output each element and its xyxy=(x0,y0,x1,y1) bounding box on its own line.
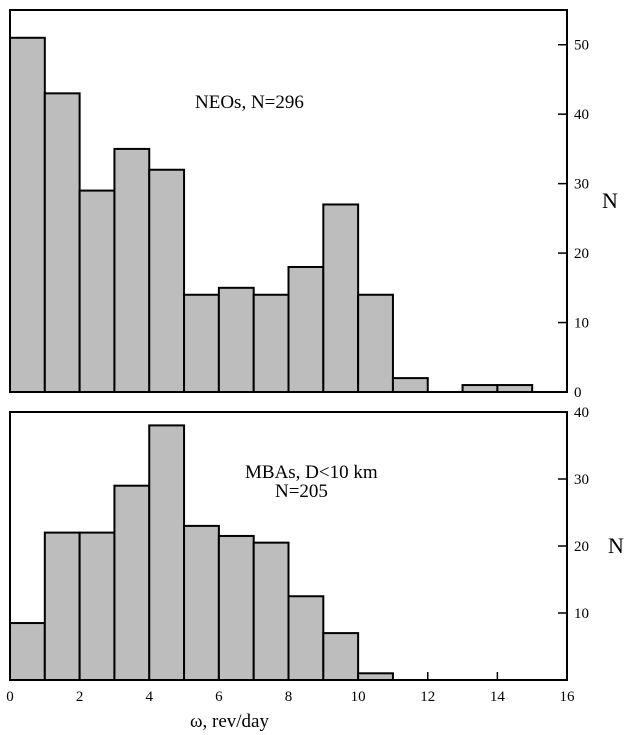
neo-annotation-line-1: NEOs, N=296 xyxy=(195,92,304,113)
x-tick-label-10: 10 xyxy=(351,689,366,705)
x-tick-label-6: 6 xyxy=(215,689,223,705)
mba-bar-4 xyxy=(148,424,186,681)
mba-histogram-panel: 10 20 30 40 0 2 4 6 8 10 12 14 16 MBAs, D<10 km N=2… xyxy=(6,405,624,732)
neo-bar-14 xyxy=(496,384,534,393)
x-tick-label-2: 2 xyxy=(76,689,84,705)
mba-y-tick-label-30: 30 xyxy=(574,472,589,488)
neo-bar-0 xyxy=(9,36,46,393)
neo-histogram-panel: 0 10 20 30 40 50 NEOs, N=296 N xyxy=(9,9,618,401)
mba-bar-8 xyxy=(287,595,325,681)
x-tick-label-16: 16 xyxy=(560,689,576,705)
neo-y-tick-label-0: 0 xyxy=(574,385,582,401)
mba-y-axis-label: N xyxy=(608,533,624,558)
mba-annotation-line-1: MBAs, D<10 km xyxy=(245,462,378,483)
mba-y-tick-label-40: 40 xyxy=(574,405,589,421)
neo-bar-10 xyxy=(357,293,394,394)
neo-bar-11 xyxy=(391,377,429,394)
neo-plot-frame xyxy=(9,9,568,393)
neo-y-tick-label-10: 10 xyxy=(574,316,589,332)
neo-bar-6 xyxy=(217,286,255,393)
neo-y-tick-label-20: 20 xyxy=(574,246,589,262)
neo-bar-5 xyxy=(183,293,220,394)
neo-bar-9 xyxy=(322,203,360,393)
x-tick-label-4: 4 xyxy=(146,689,154,705)
mba-bar-6 xyxy=(217,534,255,682)
neo-y-axis-label: N xyxy=(602,188,618,213)
mba-y-tick-label-20: 20 xyxy=(574,539,589,555)
mba-bar-0 xyxy=(9,622,46,681)
mba-y-ticks: 10 20 30 40 xyxy=(558,405,589,622)
mba-bar-1 xyxy=(43,531,81,681)
mba-bar-5 xyxy=(183,524,220,682)
neo-bar-2 xyxy=(78,189,116,393)
neo-bar-1 xyxy=(43,92,81,393)
mba-y-tick-label-10: 10 xyxy=(574,606,589,622)
mba-bar-10 xyxy=(357,672,394,681)
neo-bar-7 xyxy=(252,293,290,394)
mba-annotation-line-2: N=205 xyxy=(275,481,328,502)
neo-y-tick-label-50: 50 xyxy=(574,38,589,54)
x-tick-label-14: 14 xyxy=(490,689,506,705)
neo-y-tick-label-40: 40 xyxy=(574,107,589,123)
x-tick-label-8: 8 xyxy=(285,689,293,705)
neo-bar-4 xyxy=(148,168,186,393)
neo-y-ticks: 0 10 20 30 40 50 xyxy=(558,38,589,401)
mba-bar-9 xyxy=(322,632,360,681)
neo-y-tick-label-30: 30 xyxy=(574,177,589,193)
neo-bar-8 xyxy=(287,265,325,393)
mba-x-ticks: 0 2 4 6 8 10 12 14 16 xyxy=(6,672,575,705)
x-tick-label-12: 12 xyxy=(420,689,435,705)
mba-bar-7 xyxy=(252,541,290,682)
mba-bar-3 xyxy=(113,484,151,682)
neo-bars xyxy=(9,36,534,394)
mba-bar-2 xyxy=(78,531,116,681)
neo-bar-3 xyxy=(113,147,151,393)
x-tick-label-0: 0 xyxy=(6,689,14,705)
x-axis-label: ω, rev/day xyxy=(190,711,269,732)
neo-bar-13 xyxy=(461,384,499,393)
mba-bars xyxy=(9,424,394,682)
